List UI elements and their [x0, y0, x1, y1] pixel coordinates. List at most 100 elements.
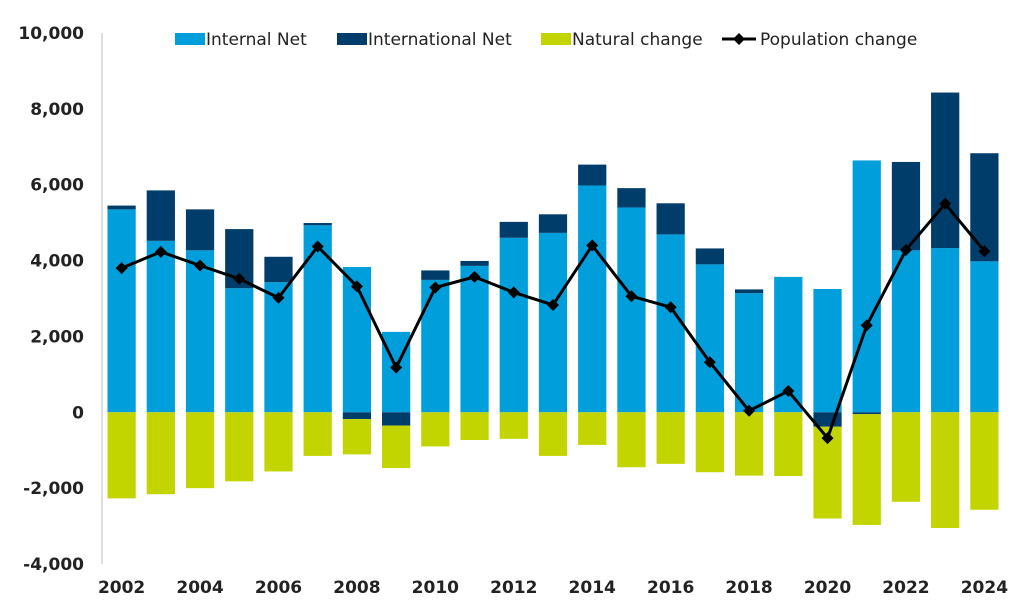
bar-internal-net-2005	[225, 288, 254, 413]
bar-natural-change-2014	[578, 412, 607, 445]
bar-natural-change-2008	[342, 419, 372, 455]
bar-international-net-2009	[382, 412, 411, 426]
population-change-point-2024	[978, 245, 991, 258]
legend-label-international-net: International Net	[368, 30, 512, 50]
x-tick-label: 2010	[412, 578, 459, 598]
bar-natural-change-2023	[931, 412, 960, 528]
population-change-point-2009	[390, 361, 403, 374]
bar-natural-change-2009	[382, 425, 411, 469]
population-change-point-2020	[821, 432, 834, 445]
bar-internal-net-2007	[303, 225, 332, 413]
x-tick-label: 2002	[98, 578, 145, 598]
bar-natural-change-2004	[185, 412, 215, 489]
y-tick-label: 8,000	[30, 100, 84, 120]
x-tick-label: 2022	[882, 578, 929, 598]
legend-swatch-international-net	[337, 33, 367, 45]
bar-natural-change-2016	[656, 412, 685, 464]
bar-internal-net-2020	[813, 289, 842, 413]
y-tick-label: 4,000	[30, 252, 84, 272]
population-change-point-2016	[664, 301, 677, 314]
bar-internal-net-2023	[931, 248, 960, 413]
bar-internal-net-2002	[107, 209, 136, 413]
population-change-point-2014	[586, 239, 599, 252]
population-change-point-2019	[782, 385, 795, 398]
x-tick-label: 2024	[961, 578, 1008, 598]
x-tick-label: 2020	[804, 578, 851, 598]
population-change-point-2021	[860, 319, 873, 332]
bar-international-net-2004	[185, 209, 215, 251]
legend-swatch-natural-change	[541, 33, 571, 45]
line-layer	[115, 197, 991, 445]
bar-natural-change-2024	[970, 412, 999, 510]
legend-swatch-internal-net	[175, 33, 205, 45]
x-axis-ticks: 2002 2004 2006 2008 2010 2012 2014 2016 2018 2020…	[98, 578, 1008, 598]
bar-international-net-2014	[578, 164, 607, 186]
bar-layer	[107, 92, 999, 528]
population-change-point-2006	[272, 291, 285, 304]
y-tick-label: -4,000	[23, 555, 84, 575]
bar-natural-change-2013	[538, 412, 568, 456]
bar-international-net-2021	[852, 412, 881, 415]
bar-internal-net-2024	[970, 261, 999, 413]
bar-international-net-2002	[107, 205, 136, 210]
bar-internal-net-2010	[421, 279, 450, 413]
x-tick-label: 2016	[647, 578, 694, 598]
y-tick-label: 10,000	[18, 24, 84, 44]
bar-natural-change-2006	[264, 412, 293, 472]
bar-international-net-2013	[538, 214, 568, 233]
population-change-point-2002	[115, 262, 128, 275]
bar-international-net-2018	[734, 289, 764, 294]
bar-internal-net-2013	[538, 232, 568, 413]
population-change-point-2022	[899, 243, 912, 256]
x-tick-label: 2012	[490, 578, 537, 598]
plot-area	[101, 33, 999, 564]
bar-international-net-2017	[695, 248, 724, 265]
bar-internal-net-2017	[695, 264, 724, 413]
bar-internal-net-2006	[264, 282, 293, 413]
population-change-point-2012	[507, 286, 520, 299]
bar-natural-change-2019	[774, 412, 803, 477]
bar-natural-change-2005	[225, 412, 254, 482]
bar-internal-net-2022	[891, 250, 921, 413]
bar-international-net-2016	[656, 203, 685, 235]
bar-internal-net-2015	[617, 207, 646, 413]
legend: Internal Net International Net Natural cha…	[175, 30, 917, 50]
bar-international-net-2008	[342, 412, 372, 420]
bar-international-net-2022	[891, 161, 921, 251]
bar-internal-net-2011	[460, 265, 489, 413]
legend-label-internal-net: Internal Net	[206, 30, 307, 50]
legend-marker-population-change	[733, 33, 745, 45]
bar-international-net-2006	[264, 256, 293, 283]
bar-international-net-2024	[970, 153, 999, 262]
bar-internal-net-2003	[146, 240, 175, 413]
population-change-point-2011	[468, 270, 481, 283]
bar-international-net-2015	[617, 188, 646, 208]
population-change-point-2005	[233, 272, 246, 285]
bar-internal-net-2016	[656, 234, 685, 413]
population-change-point-2017	[703, 356, 716, 369]
population-change-point-2018	[743, 404, 756, 417]
population-change-point-2004	[194, 259, 207, 272]
population-change-point-2010	[429, 281, 442, 294]
y-tick-label: 6,000	[30, 176, 84, 196]
bar-natural-change-2002	[107, 412, 136, 499]
x-tick-label: 2018	[725, 578, 772, 598]
y-axis-ticks: -4,000 -2,000 0 2,000 4,000 6,000 8,000 10,000	[18, 24, 84, 575]
bar-internal-net-2018	[734, 293, 764, 413]
y-tick-label: -2,000	[23, 479, 84, 499]
bar-international-net-2007	[303, 223, 332, 226]
bar-international-net-2012	[499, 221, 528, 238]
bar-natural-change-2011	[460, 412, 489, 440]
bar-natural-change-2017	[695, 412, 724, 473]
x-tick-label: 2008	[333, 578, 380, 598]
x-tick-label: 2006	[255, 578, 302, 598]
legend-label-population-change: Population change	[760, 30, 917, 50]
x-tick-label: 2004	[176, 578, 223, 598]
bar-internal-net-2021	[852, 160, 881, 413]
population-change-point-2023	[939, 197, 952, 210]
bar-natural-change-2003	[146, 412, 175, 495]
bar-international-net-2023	[931, 92, 960, 249]
bar-natural-change-2010	[421, 412, 450, 447]
bar-natural-change-2018	[734, 412, 764, 476]
population-change-point-2003	[154, 245, 167, 258]
